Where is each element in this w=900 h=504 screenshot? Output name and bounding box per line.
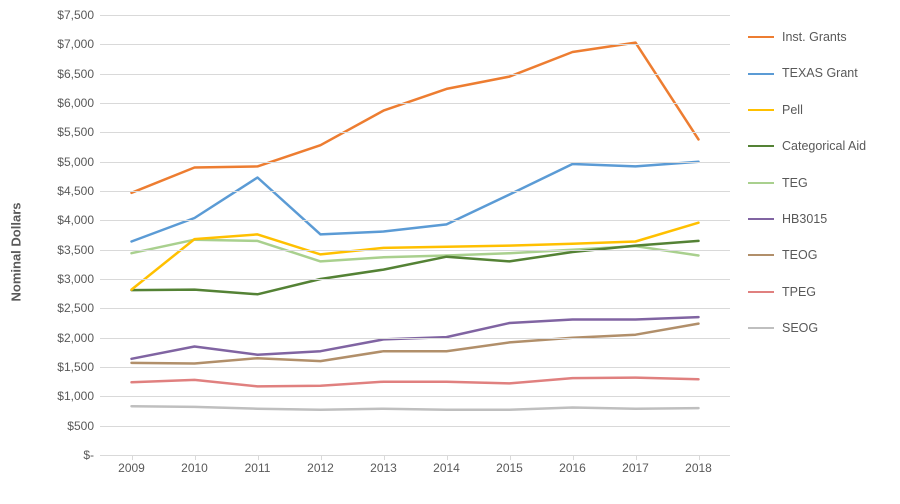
y-gridline bbox=[100, 279, 730, 280]
y-tick-label: $5,500 bbox=[57, 125, 100, 139]
y-gridline bbox=[100, 308, 730, 309]
legend: Inst. Grants TEXAS Grant Pell Categorical A… bbox=[748, 30, 888, 335]
legend-label: Inst. Grants bbox=[782, 30, 888, 44]
x-tick-label: 2015 bbox=[496, 455, 523, 475]
legend-item: TEOG bbox=[748, 248, 888, 262]
y-gridline bbox=[100, 338, 730, 339]
legend-label: TEG bbox=[782, 176, 888, 190]
plot-area: $-$500$1,000$1,500$2,000$2,500$3,000$3,5… bbox=[100, 15, 730, 455]
multi-line-chart: Nominal Dollars $-$500$1,000$1,500$2,000… bbox=[0, 0, 900, 504]
y-gridline bbox=[100, 191, 730, 192]
series-line bbox=[132, 43, 699, 193]
y-tick-label: $6,500 bbox=[57, 67, 100, 81]
y-tick-label: $2,000 bbox=[57, 331, 100, 345]
y-gridline bbox=[100, 426, 730, 427]
legend-swatch bbox=[748, 327, 774, 329]
legend-label: TPEG bbox=[782, 285, 888, 299]
y-tick-label: $7,500 bbox=[57, 8, 100, 22]
legend-swatch bbox=[748, 182, 774, 184]
legend-item: Pell bbox=[748, 103, 888, 117]
y-tick-label: $1,500 bbox=[57, 360, 100, 374]
series-line bbox=[132, 378, 699, 387]
y-gridline bbox=[100, 44, 730, 45]
legend-label: TEOG bbox=[782, 248, 888, 262]
y-gridline bbox=[100, 220, 730, 221]
legend-swatch bbox=[748, 36, 774, 38]
legend-label: TEXAS Grant bbox=[782, 66, 888, 80]
x-tick-label: 2013 bbox=[370, 455, 397, 475]
legend-label: Pell bbox=[782, 103, 888, 117]
y-gridline bbox=[100, 162, 730, 163]
legend-swatch bbox=[748, 254, 774, 256]
x-tick-label: 2016 bbox=[559, 455, 586, 475]
y-tick-label: $2,500 bbox=[57, 301, 100, 315]
x-tick-label: 2014 bbox=[433, 455, 460, 475]
legend-item: HB3015 bbox=[748, 212, 888, 226]
y-gridline bbox=[100, 396, 730, 397]
series-line bbox=[132, 162, 699, 242]
y-tick-label: $3,000 bbox=[57, 272, 100, 286]
line-series-layer bbox=[100, 15, 730, 455]
x-tick-label: 2012 bbox=[307, 455, 334, 475]
legend-item: Categorical Aid bbox=[748, 139, 888, 153]
y-tick-label: $4,500 bbox=[57, 184, 100, 198]
legend-label: SEOG bbox=[782, 321, 888, 335]
y-gridline bbox=[100, 74, 730, 75]
series-line bbox=[132, 324, 699, 364]
legend-item: TPEG bbox=[748, 285, 888, 299]
y-tick-label: $3,500 bbox=[57, 243, 100, 257]
legend-item: SEOG bbox=[748, 321, 888, 335]
legend-label: HB3015 bbox=[782, 212, 888, 226]
y-gridline bbox=[100, 132, 730, 133]
legend-swatch bbox=[748, 145, 774, 147]
legend-swatch bbox=[748, 291, 774, 293]
x-tick-label: 2010 bbox=[181, 455, 208, 475]
y-tick-label: $500 bbox=[67, 419, 100, 433]
y-tick-label: $6,000 bbox=[57, 96, 100, 110]
y-tick-label: $- bbox=[83, 448, 100, 462]
y-tick-label: $5,000 bbox=[57, 155, 100, 169]
y-gridline bbox=[100, 15, 730, 16]
legend-label: Categorical Aid bbox=[782, 139, 888, 153]
legend-swatch bbox=[748, 73, 774, 75]
x-tick-label: 2009 bbox=[118, 455, 145, 475]
y-gridline bbox=[100, 103, 730, 104]
legend-swatch bbox=[748, 109, 774, 111]
y-tick-label: $1,000 bbox=[57, 389, 100, 403]
y-tick-label: $7,000 bbox=[57, 37, 100, 51]
legend-item: TEXAS Grant bbox=[748, 66, 888, 80]
series-line bbox=[132, 406, 699, 410]
legend-item: TEG bbox=[748, 176, 888, 190]
x-tick-label: 2011 bbox=[245, 455, 271, 475]
x-tick-label: 2018 bbox=[685, 455, 712, 475]
x-tick-label: 2017 bbox=[622, 455, 649, 475]
legend-item: Inst. Grants bbox=[748, 30, 888, 44]
y-gridline bbox=[100, 250, 730, 251]
y-gridline bbox=[100, 367, 730, 368]
y-axis-label: Nominal Dollars bbox=[8, 203, 23, 302]
legend-swatch bbox=[748, 218, 774, 220]
y-tick-label: $4,000 bbox=[57, 213, 100, 227]
